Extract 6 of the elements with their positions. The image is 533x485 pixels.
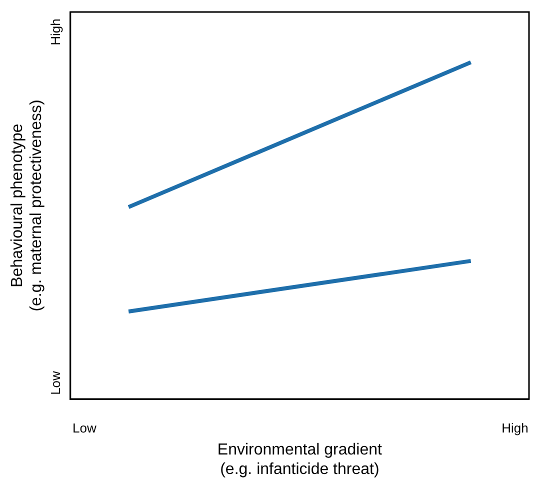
text: High [502, 420, 528, 436]
text: Low [48, 370, 63, 395]
y-axis-title: Behavioural phenotype (e.g. maternal protectiveness) [9, 100, 46, 312]
x-axis-title: Environmental gradient (e.g. infanticide threat) [217, 442, 383, 478]
text: Low [72, 420, 97, 436]
text: High [48, 18, 63, 46]
